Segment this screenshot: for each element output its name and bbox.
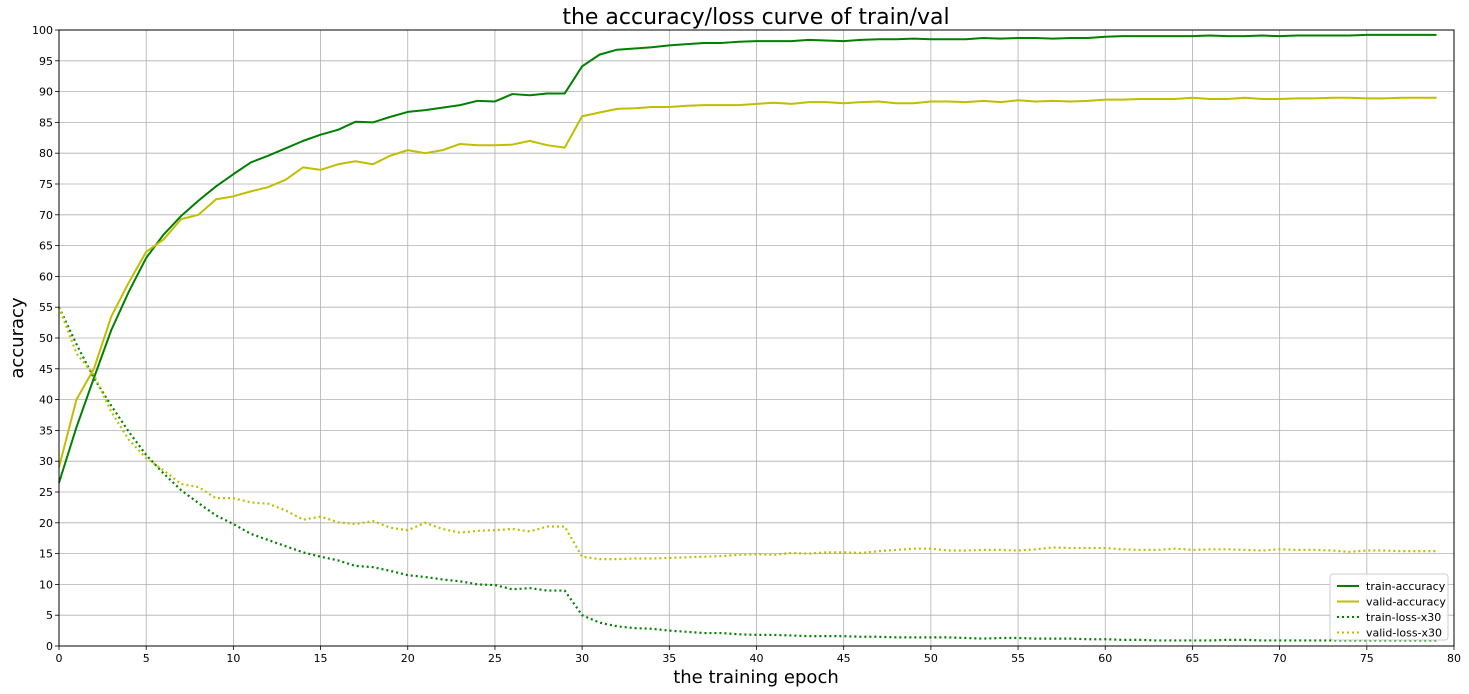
grid bbox=[58, 29, 1455, 647]
y-tick-label: 15 bbox=[39, 548, 53, 561]
y-tick-label: 80 bbox=[39, 147, 53, 160]
y-axis-title: accuracy bbox=[7, 297, 28, 379]
legend-box bbox=[1329, 573, 1449, 641]
x-tick-label: 5 bbox=[143, 652, 150, 665]
y-tick-label: 20 bbox=[39, 517, 53, 530]
x-tick-label: 0 bbox=[56, 652, 63, 665]
x-axis-title: the training epoch bbox=[673, 667, 839, 688]
y-tick-label: 60 bbox=[39, 270, 53, 283]
legend-label: valid-accuracy bbox=[1366, 596, 1446, 609]
legend: train-accuracy valid-accuracy train-loss-x… bbox=[1329, 573, 1449, 641]
x-tick-label: 70 bbox=[1273, 652, 1287, 665]
y-tick-label: 70 bbox=[39, 209, 53, 222]
x-tick-label: 10 bbox=[226, 652, 240, 665]
y-tick-label: 0 bbox=[46, 640, 53, 653]
y-tick-label: 65 bbox=[39, 240, 53, 253]
y-tick-label: 10 bbox=[39, 578, 53, 591]
x-tick-label: 80 bbox=[1447, 652, 1461, 665]
x-tick-label: 60 bbox=[1098, 652, 1112, 665]
x-tick-label: 35 bbox=[662, 652, 676, 665]
series-line-train-accuracy bbox=[58, 33, 1437, 484]
series-lines bbox=[57, 33, 1437, 642]
y-tick-label: 30 bbox=[39, 455, 53, 468]
y-tick-label: 45 bbox=[39, 363, 53, 376]
x-axis-ticks: 0 5 10 15 20 25 30 35 40 45 50 55 60 65 70 75 80 bbox=[56, 646, 1461, 665]
x-tick-label: 50 bbox=[924, 652, 938, 665]
y-tick-label: 25 bbox=[39, 486, 53, 499]
legend-label: train-loss-x30 bbox=[1366, 611, 1441, 624]
y-tick-label: 40 bbox=[39, 394, 53, 407]
x-tick-label: 55 bbox=[1011, 652, 1025, 665]
y-tick-label: 35 bbox=[39, 424, 53, 437]
x-tick-label: 45 bbox=[837, 652, 851, 665]
x-tick-label: 25 bbox=[488, 652, 502, 665]
y-tick-label: 55 bbox=[39, 301, 53, 314]
y-tick-label: 50 bbox=[39, 332, 53, 345]
y-tick-label: 95 bbox=[39, 55, 53, 68]
chart-title: the accuracy/loss curve of train/val bbox=[562, 5, 949, 30]
legend-label: valid-loss-x30 bbox=[1366, 627, 1442, 640]
x-tick-label: 15 bbox=[314, 652, 328, 665]
y-tick-label: 5 bbox=[46, 609, 53, 622]
y-tick-label: 85 bbox=[39, 116, 53, 129]
x-tick-label: 75 bbox=[1360, 652, 1374, 665]
y-tick-label: 75 bbox=[39, 178, 53, 191]
y-tick-label: 100 bbox=[32, 24, 53, 37]
series-line-valid-accuracy bbox=[58, 96, 1437, 468]
legend-label: train-accuracy bbox=[1366, 580, 1446, 593]
x-tick-label: 65 bbox=[1185, 652, 1199, 665]
x-tick-label: 30 bbox=[575, 652, 589, 665]
x-tick-label: 20 bbox=[401, 652, 415, 665]
y-axis-ticks: 0 5 10 15 20 25 30 35 40 45 50 55 60 65 70 75 80 85 90 95 10… bbox=[32, 24, 59, 653]
y-tick-label: 90 bbox=[39, 86, 53, 99]
x-tick-label: 40 bbox=[750, 652, 764, 665]
